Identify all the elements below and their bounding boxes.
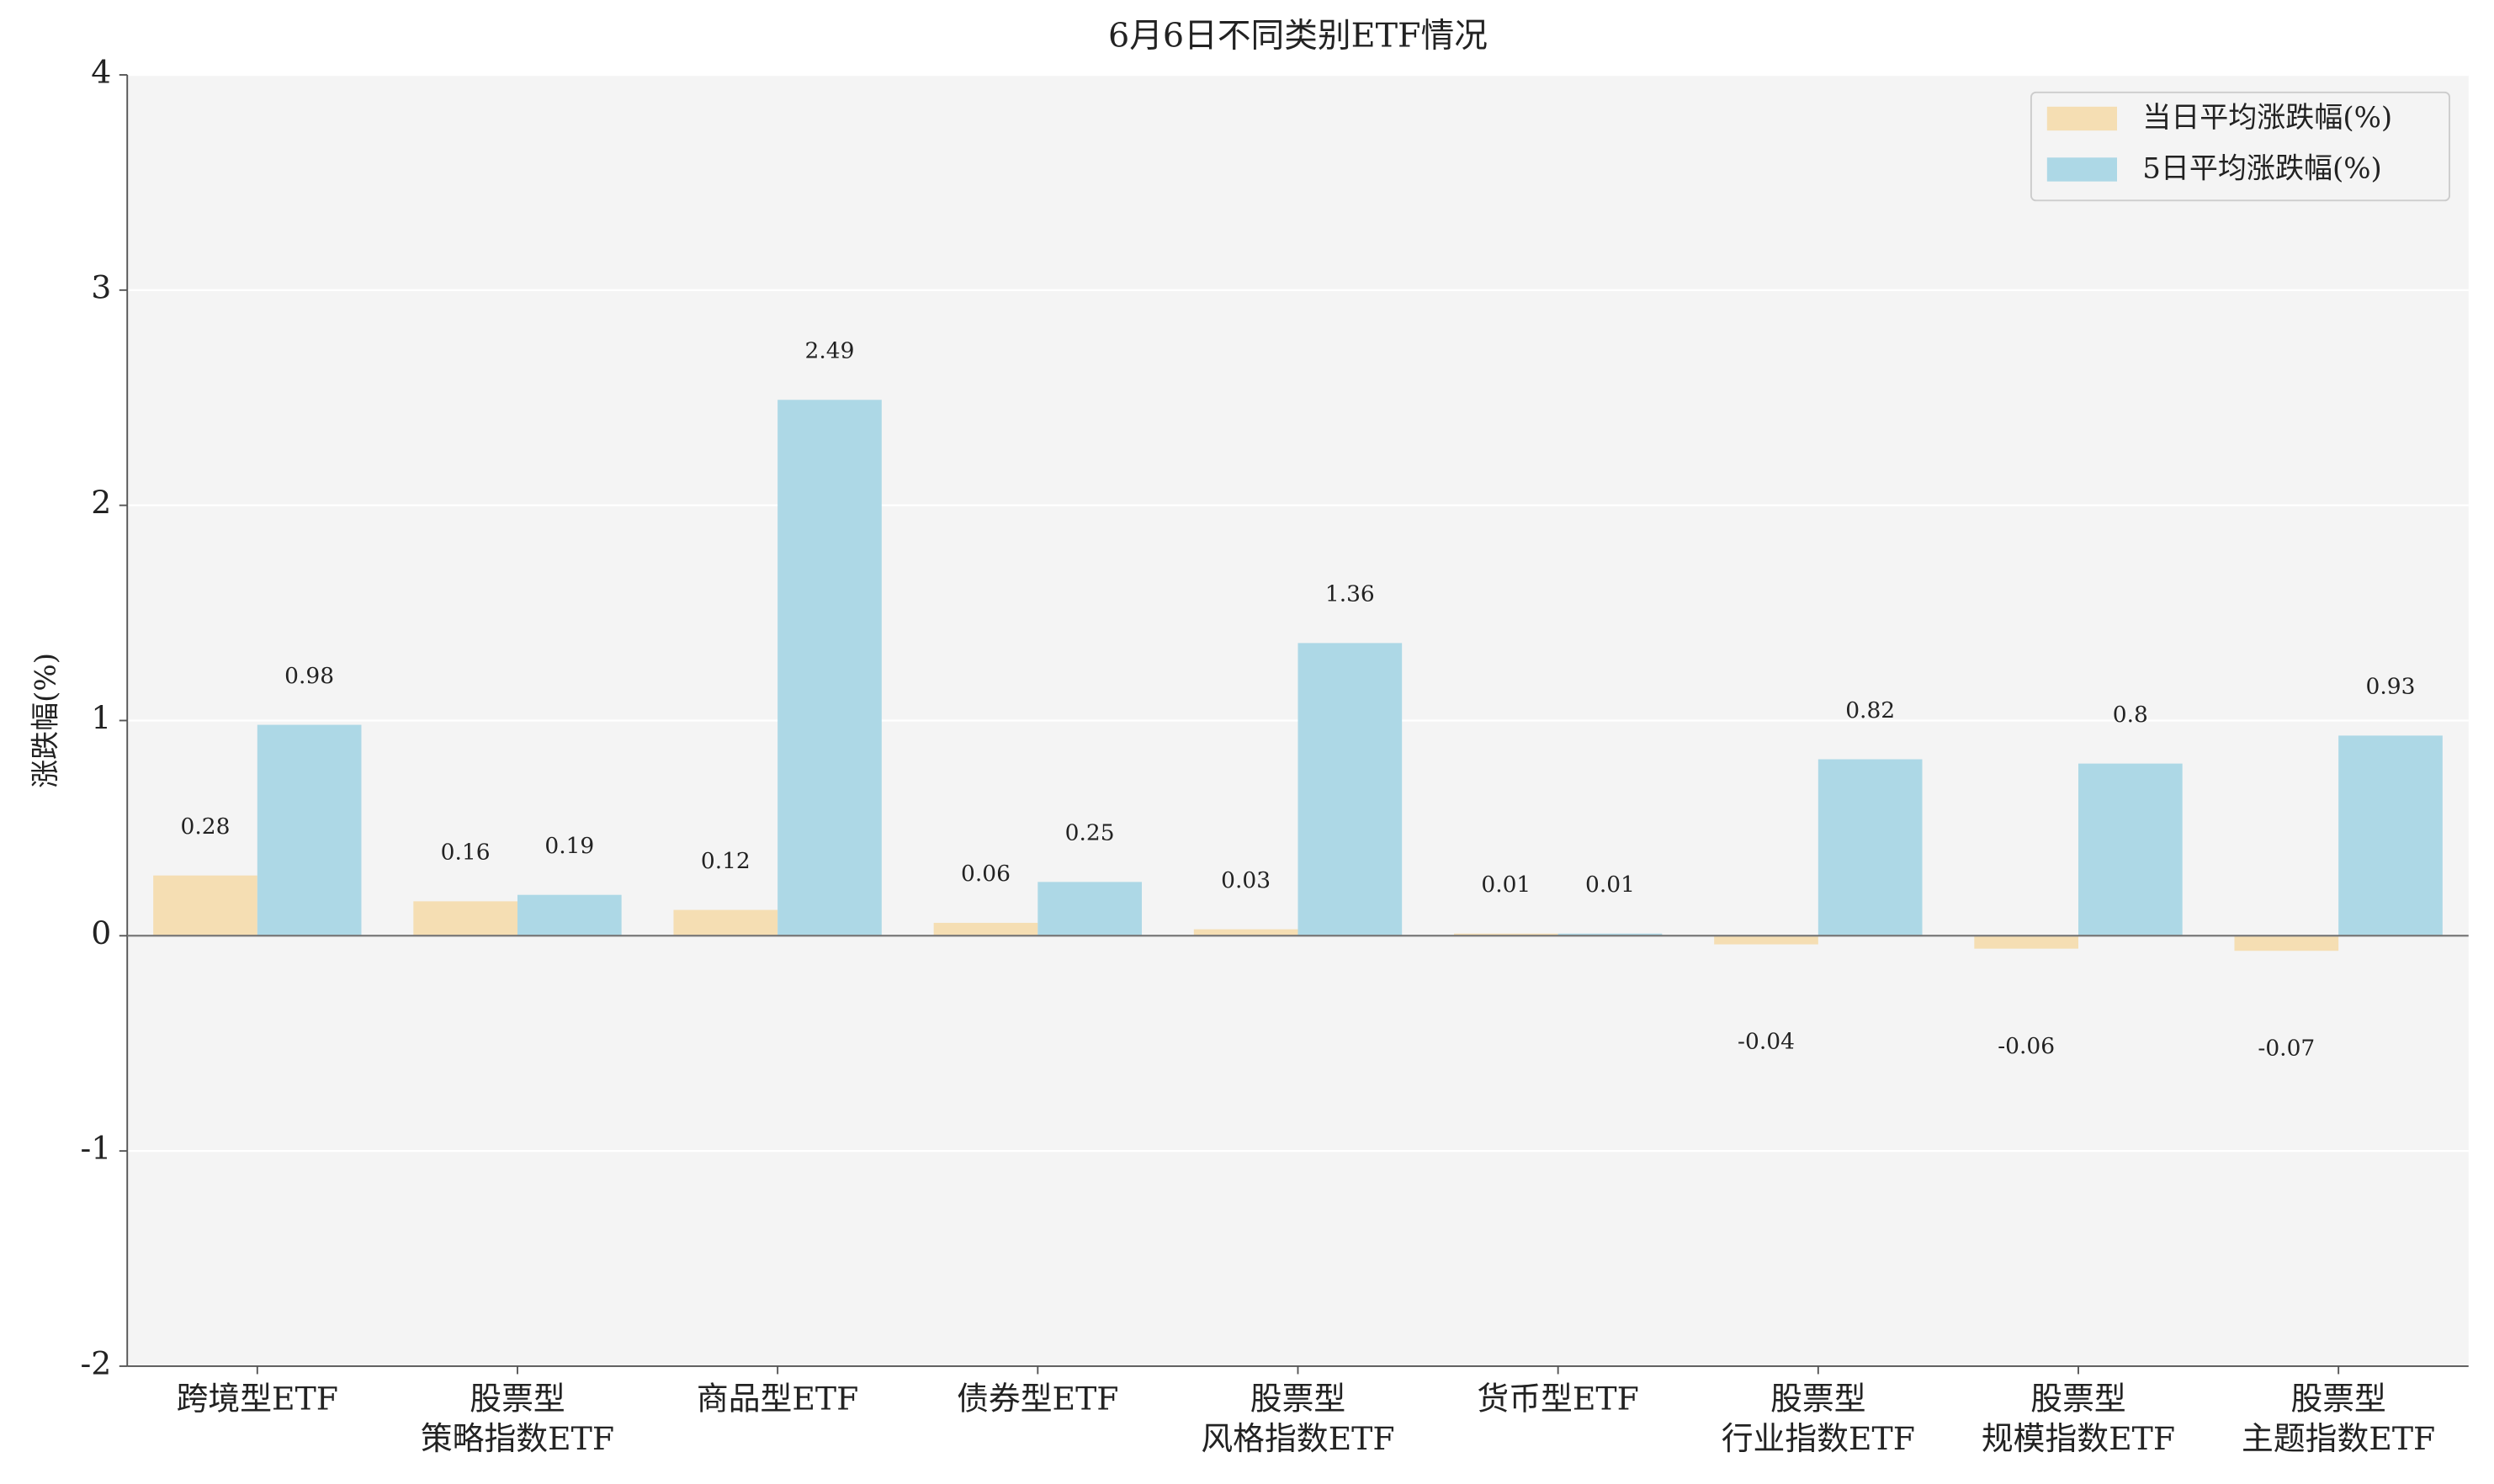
x-tick-label: 债券型ETF	[957, 1380, 1118, 1417]
bar	[153, 875, 257, 936]
data-label: -0.04	[1738, 1029, 1795, 1055]
bar	[933, 922, 1038, 936]
legend-box	[2030, 91, 2451, 202]
chart-title: 6月6日不同类别ETF情况	[1108, 17, 1488, 56]
bar	[777, 400, 882, 936]
y-tick-label: -1	[80, 1130, 111, 1167]
x-tick-label: 货币型ETF	[1477, 1380, 1638, 1417]
data-label: -0.07	[2258, 1035, 2315, 1061]
y-tick-label: 1	[91, 699, 111, 736]
bar	[257, 724, 362, 936]
bar	[1714, 935, 1818, 945]
data-label: 0.06	[961, 861, 1011, 887]
data-label: 2.49	[805, 338, 855, 364]
y-tick-label: 3	[91, 268, 111, 305]
bar	[1557, 933, 1663, 936]
data-label: 0.01	[1585, 872, 1635, 898]
x-tick-label: 商品型ETF	[697, 1380, 858, 1417]
bar	[1297, 643, 1403, 936]
x-tick-label: 股票型风格指数ETF	[1201, 1380, 1394, 1456]
y-tick-label: 4	[91, 54, 111, 91]
bar	[1037, 882, 1142, 936]
data-label: 0.25	[1065, 820, 1115, 846]
data-label: 0.19	[544, 833, 594, 859]
bar	[413, 901, 517, 936]
data-label: 0.8	[2113, 702, 2148, 728]
data-label: 0.01	[1481, 872, 1531, 898]
legend-swatch	[2046, 106, 2117, 131]
data-label: 0.12	[701, 848, 751, 874]
bar	[1974, 935, 2078, 949]
bar	[1453, 933, 1558, 936]
x-tick-label: 股票型规模指数ETF	[1982, 1380, 2175, 1456]
y-axis-label: 涨跌幅(%)	[29, 653, 63, 788]
legend-swatch	[2046, 157, 2117, 182]
data-label: 0.82	[1845, 697, 1895, 723]
bar	[2338, 735, 2443, 936]
bar	[2078, 763, 2183, 936]
x-tick-label: 股票型行业指数ETF	[1722, 1380, 1915, 1456]
legend-label: 5日平均涨跌幅(%)	[2142, 151, 2382, 185]
data-label: 1.36	[1325, 581, 1375, 607]
data-label: 0.16	[441, 840, 491, 866]
data-label: 0.28	[181, 814, 231, 840]
bar	[2234, 935, 2339, 951]
legend-label: 当日平均涨跌幅(%)	[2142, 101, 2392, 135]
y-tick-label: -2	[80, 1344, 111, 1381]
data-label: -0.06	[1998, 1033, 2055, 1059]
data-label: 0.03	[1221, 867, 1271, 893]
x-tick-label: 股票型策略指数ETF	[421, 1380, 614, 1456]
data-label: 0.93	[2366, 674, 2416, 700]
x-tick-label: 股票型主题指数ETF	[2242, 1380, 2435, 1456]
bar	[1817, 759, 1923, 936]
y-tick-label: 0	[91, 914, 111, 951]
x-tick-label: 跨境型ETF	[177, 1380, 338, 1417]
bar	[673, 909, 778, 936]
bar	[1193, 929, 1298, 936]
y-tick-label: 2	[91, 484, 111, 521]
data-label: 0.98	[284, 663, 334, 689]
bar	[517, 894, 622, 936]
